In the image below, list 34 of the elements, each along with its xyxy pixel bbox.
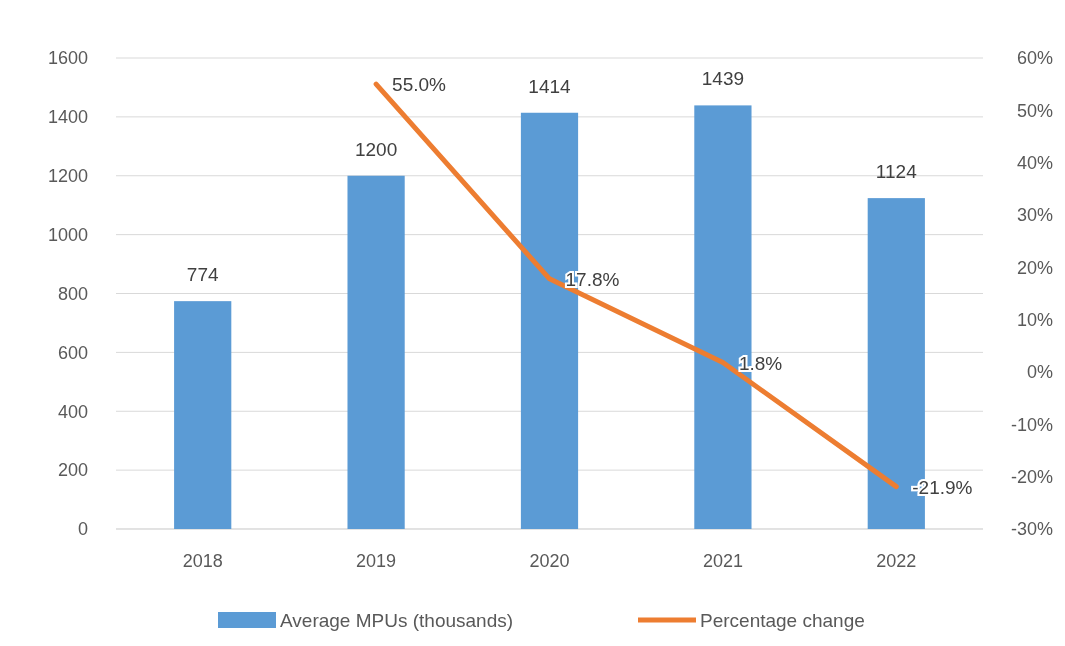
y2-tick-label: 20% [1016,257,1053,278]
bar [347,175,405,529]
x-tick-label: 2022 [876,551,917,571]
data-label: 1124 [875,161,918,183]
y2-tick-label: 60% [1016,48,1053,69]
x-tick-label: 2020 [529,551,570,571]
legend-label: Average MPUs (thousands) [280,609,514,631]
data-label: 1439 [701,68,745,90]
y-tick-label: 1400 [47,107,88,128]
y2-tick-label: 0% [1026,362,1053,383]
y2-tick-label: 10% [1016,309,1053,330]
data-label: 774 [186,264,219,286]
legend-label: Percentage change [700,609,865,631]
y-tick-label: 1200 [47,166,88,187]
y-tick-label: 1000 [47,224,88,245]
y-tick-label: 1600 [47,48,88,69]
x-tick-label: 2021 [702,551,743,571]
bar [174,301,232,529]
y-tick-label: 400 [57,401,88,422]
y2-tick-label: 30% [1016,205,1053,226]
y2-tick-label: 40% [1016,152,1053,173]
data-label: 1200 [354,138,398,160]
data-label: 55.0% [392,74,447,96]
y2-tick-label: -30% [1010,519,1053,540]
y-tick-label: 800 [57,283,88,304]
y-tick-label: 600 [57,342,88,363]
y-tick-label: 0 [77,519,88,540]
y-tick-label: 200 [57,460,88,481]
y2-tick-label: -20% [1010,466,1053,487]
y2-tick-label: -10% [1010,414,1053,435]
data-label: 1414 [528,75,572,97]
y2-tick-label: 50% [1016,100,1053,121]
x-tick-label: 2019 [356,551,397,571]
x-tick-label: 2018 [182,551,223,571]
